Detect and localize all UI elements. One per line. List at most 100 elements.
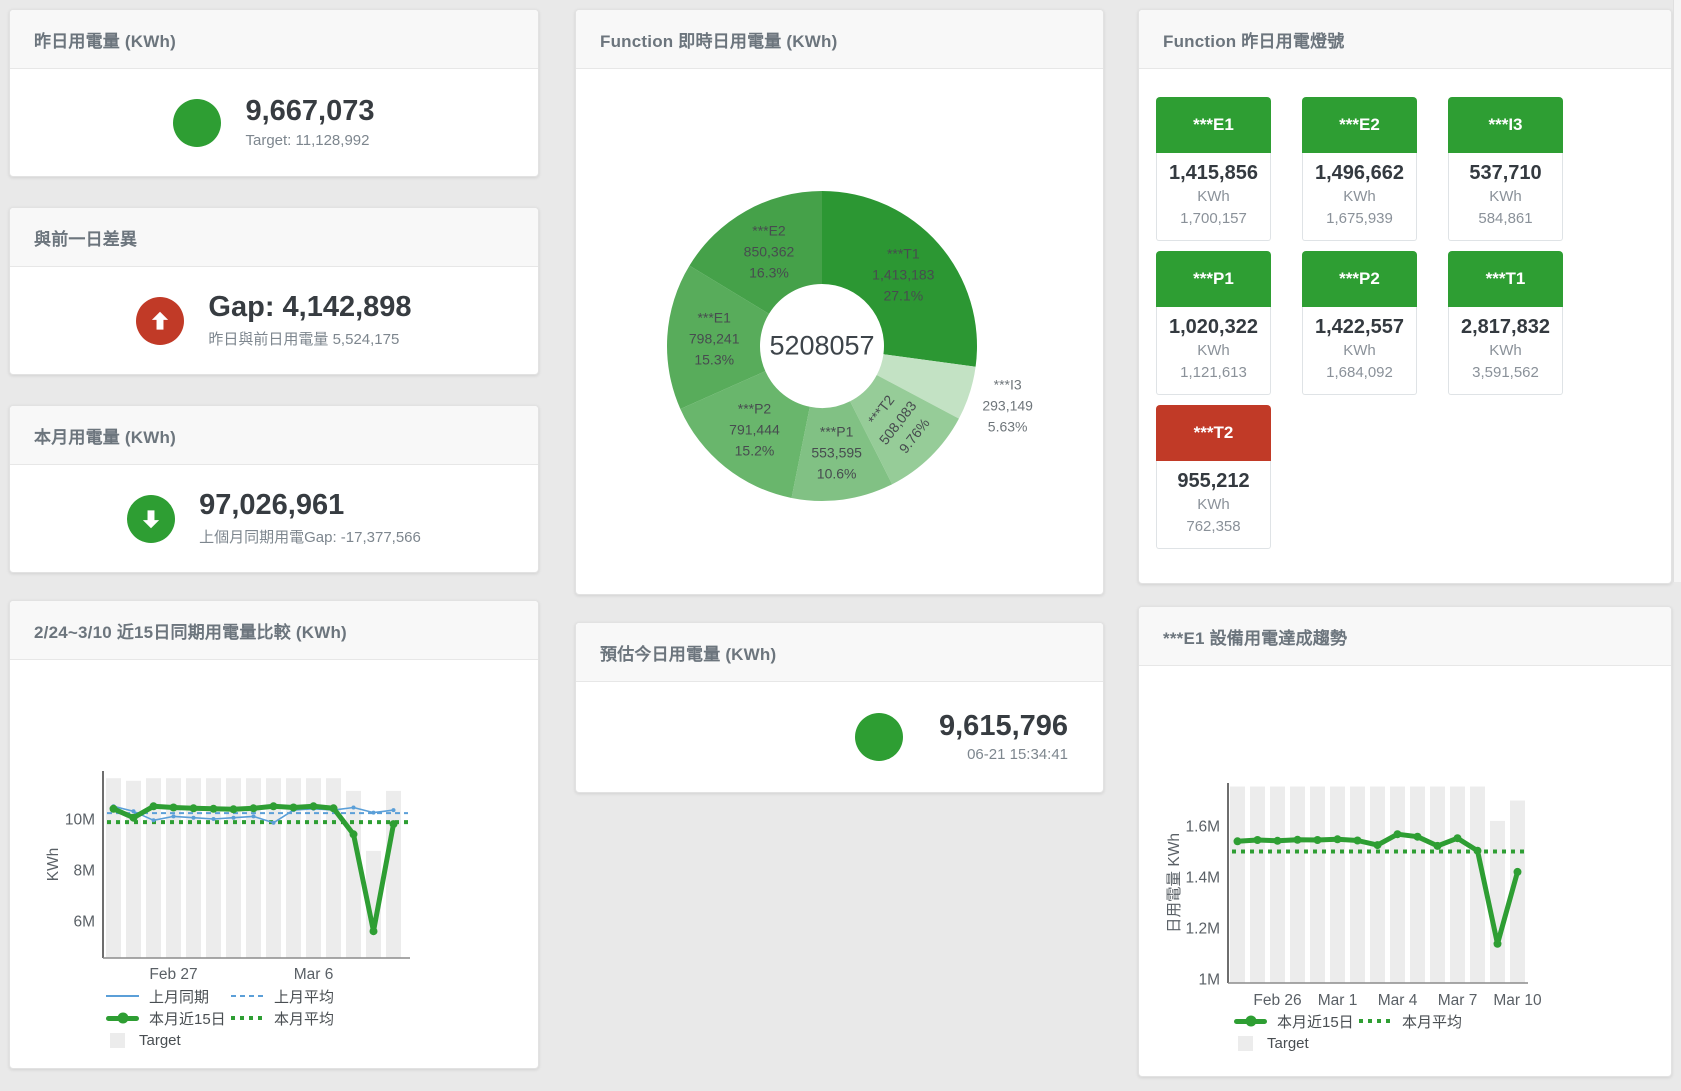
data-point[interactable] xyxy=(371,810,376,815)
data-point[interactable] xyxy=(131,809,136,814)
data-point[interactable] xyxy=(249,804,258,813)
realtime-donut-chart[interactable] xyxy=(576,69,1101,593)
donut-slice-***E2[interactable] xyxy=(689,191,822,314)
data-point[interactable] xyxy=(289,803,298,812)
lamp-tile-***T1[interactable]: ***T1 2,817,832 KWh 3,591,562 xyxy=(1448,251,1563,395)
card-15day-compare: 2/24~3/10 近15日同期用電量比較 (KWh) 10M 8M 6M Feb 2… xyxy=(9,600,539,1069)
donut-slice-***I3[interactable] xyxy=(876,354,976,419)
donut-slice-***T2[interactable] xyxy=(850,375,959,485)
target-bar xyxy=(1230,786,1245,983)
data-point[interactable] xyxy=(271,820,276,825)
data-point[interactable] xyxy=(191,815,196,820)
card-today-estimate: 預估今日用電量 (KWh) 9,615,796 06-21 15:34:41 xyxy=(575,622,1104,793)
data-point[interactable] xyxy=(169,803,178,812)
data-point[interactable] xyxy=(211,817,216,821)
legend-item-dashed[interactable]: 上月平均 xyxy=(231,986,356,1007)
data-point[interactable] xyxy=(391,808,396,813)
data-point[interactable] xyxy=(389,820,398,829)
y-axis-label: 日用電量 KWh xyxy=(1166,833,1183,933)
data-point[interactable] xyxy=(1233,837,1242,846)
data-point[interactable] xyxy=(231,815,236,820)
data-point[interactable] xyxy=(1413,832,1422,841)
y-tick-label: 6M xyxy=(73,914,95,931)
target-bar xyxy=(1490,820,1505,983)
data-point[interactable] xyxy=(1313,836,1322,844)
legend-item-bar[interactable]: Target xyxy=(106,1032,231,1049)
status-circle-green xyxy=(127,494,176,543)
kpi-row: 9,615,796 06-21 15:34:41 xyxy=(576,682,1103,792)
card-title: 2/24~3/10 近15日同期用電量比較 (KWh) xyxy=(34,622,347,642)
x-tick-label: Mar 10 xyxy=(1493,992,1542,1009)
data-point[interactable] xyxy=(1493,939,1502,948)
y-axis-label: KWh xyxy=(45,848,62,882)
data-point[interactable] xyxy=(1393,830,1402,839)
data-point[interactable] xyxy=(1373,841,1382,850)
y-tick-label: 10M xyxy=(65,812,95,829)
data-point[interactable] xyxy=(309,802,318,811)
data-point[interactable] xyxy=(109,804,118,813)
legend-marker xyxy=(106,994,139,998)
card-header: Function 昨日用電燈號 xyxy=(1139,10,1671,69)
donut-slice-***T1[interactable] xyxy=(822,191,978,367)
data-point[interactable] xyxy=(149,802,158,811)
lamp-tile-***E2[interactable]: ***E2 1,496,662 KWh 1,675,939 xyxy=(1302,97,1417,241)
data-point[interactable] xyxy=(1353,836,1362,845)
x-tick-label: Mar 4 xyxy=(1378,992,1418,1009)
legend-label: 本月近15日 xyxy=(1277,1013,1354,1031)
compare-chart[interactable]: 10M 8M 6M Feb 27 Mar 6 KWh xyxy=(10,660,532,985)
donut-slice-***P2[interactable] xyxy=(680,371,810,498)
donut-label-***I3: ***I3 293,149 5.63% xyxy=(982,376,1033,435)
legend-item-dotted[interactable]: 本月平均 xyxy=(231,1008,356,1029)
kpi-subtitle: 上個月同期用電Gap: -17,377,566 xyxy=(199,528,421,546)
legend-item-thick[interactable]: 本月近15日 xyxy=(106,1008,231,1029)
legend-item-line[interactable]: 上月同期 xyxy=(106,986,231,1007)
lamp-tile-***E1[interactable]: ***E1 1,415,856 KWh 1,700,157 xyxy=(1156,97,1271,241)
data-point[interactable] xyxy=(1453,834,1462,843)
lamp-tile-***P1[interactable]: ***P1 1,020,322 KWh 1,121,613 xyxy=(1156,251,1271,395)
data-point[interactable] xyxy=(151,818,156,823)
legend-item-bar[interactable]: Target xyxy=(1234,1035,1359,1052)
data-point[interactable] xyxy=(351,805,356,810)
x-tick-label: Feb 27 xyxy=(149,966,197,983)
legend-label: 上月同期 xyxy=(149,988,210,1006)
legend-item-dotted[interactable]: 本月平均 xyxy=(1359,1011,1484,1032)
lamp-tile-***P2[interactable]: ***P2 1,422,557 KWh 1,684,092 xyxy=(1302,251,1417,395)
donut-center-total: 5208057 xyxy=(769,330,875,361)
data-point[interactable] xyxy=(229,805,238,814)
status-circle-red xyxy=(136,296,185,345)
data-point[interactable] xyxy=(1293,835,1302,844)
kpi-subtitle: 昨日與前日用電量 5,524,175 xyxy=(208,330,400,348)
e1-trend-chart[interactable]: 1.6M 1.4M 1.2M 1M Feb 26 Mar 1 Mar 4 Mar 7 Mar 1… xyxy=(1139,666,1667,1011)
data-point[interactable] xyxy=(1253,836,1262,844)
donut-slice-***E1[interactable] xyxy=(666,265,769,409)
data-point[interactable] xyxy=(209,804,218,813)
donut-slice-***P1[interactable] xyxy=(791,401,893,502)
data-point[interactable] xyxy=(1273,836,1282,845)
data-point[interactable] xyxy=(1333,835,1342,844)
data-point[interactable] xyxy=(1513,867,1522,876)
lamp-tile-value: 1,496,662 xyxy=(1315,162,1404,184)
data-point[interactable] xyxy=(1433,841,1442,850)
data-point[interactable] xyxy=(369,927,378,936)
lamp-tile-body: 1,422,557 KWh 1,684,092 xyxy=(1302,307,1417,395)
target-bar xyxy=(1450,786,1465,983)
data-point[interactable] xyxy=(129,813,138,822)
legend-item-thick[interactable]: 本月近15日 xyxy=(1234,1011,1359,1032)
data-point[interactable] xyxy=(1473,846,1482,855)
target-bar xyxy=(1410,786,1425,983)
data-point[interactable] xyxy=(269,802,278,811)
data-point[interactable] xyxy=(349,830,358,839)
scrollbar-track[interactable] xyxy=(1673,0,1681,582)
arrow-up-icon xyxy=(152,311,169,330)
target-bar xyxy=(346,790,361,958)
legend-label: 上月平均 xyxy=(274,988,335,1006)
lamp-tile-***T2[interactable]: ***T2 955,212 KWh 762,358 xyxy=(1156,405,1271,549)
data-point[interactable] xyxy=(251,814,256,819)
x-tick-label: Mar 1 xyxy=(1318,992,1358,1009)
kpi-value: 9,667,073 xyxy=(245,95,375,128)
data-point[interactable] xyxy=(329,804,338,813)
data-point[interactable] xyxy=(189,804,198,813)
lamp-tile-***I3[interactable]: ***I3 537,710 KWh 584,861 xyxy=(1448,97,1563,241)
data-point[interactable] xyxy=(171,814,176,819)
